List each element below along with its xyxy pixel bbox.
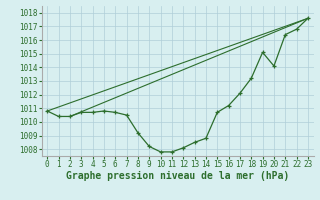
X-axis label: Graphe pression niveau de la mer (hPa): Graphe pression niveau de la mer (hPa) [66, 171, 289, 181]
